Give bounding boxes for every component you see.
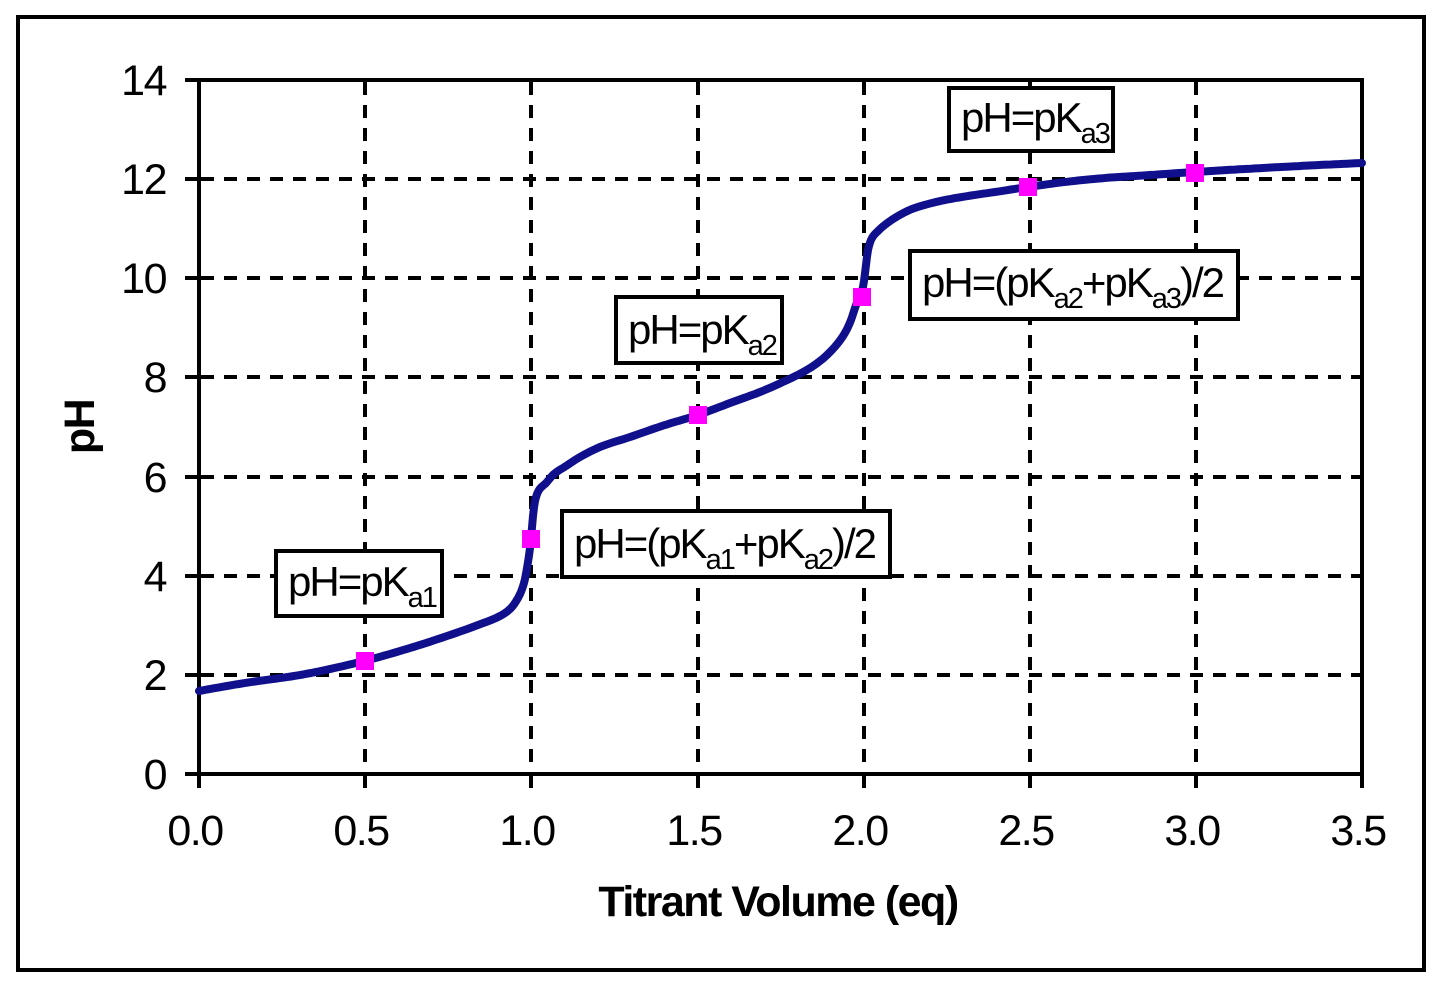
- svg-text:2.0: 2.0: [832, 807, 888, 855]
- svg-text:Titrant Volume (eq): Titrant Volume (eq): [598, 878, 957, 926]
- svg-text:8: 8: [144, 354, 167, 402]
- svg-text:0.0: 0.0: [167, 807, 223, 855]
- svg-text:12: 12: [121, 156, 166, 204]
- svg-text:2.5: 2.5: [998, 807, 1054, 855]
- svg-text:1.5: 1.5: [666, 807, 722, 855]
- svg-text:10: 10: [121, 255, 166, 303]
- svg-text:3.0: 3.0: [1164, 807, 1220, 855]
- svg-text:pH=pKa1​: pH=pKa1​: [288, 558, 437, 614]
- svg-text:14: 14: [121, 57, 166, 105]
- svg-text:0.5: 0.5: [333, 807, 389, 855]
- svg-text:0: 0: [144, 751, 167, 799]
- svg-text:1.0: 1.0: [499, 807, 555, 855]
- svg-text:2: 2: [144, 652, 166, 700]
- svg-text:4: 4: [144, 553, 167, 601]
- svg-text:pH: pH: [56, 400, 104, 454]
- svg-text:6: 6: [144, 454, 167, 502]
- svg-text:3.5: 3.5: [1330, 807, 1386, 855]
